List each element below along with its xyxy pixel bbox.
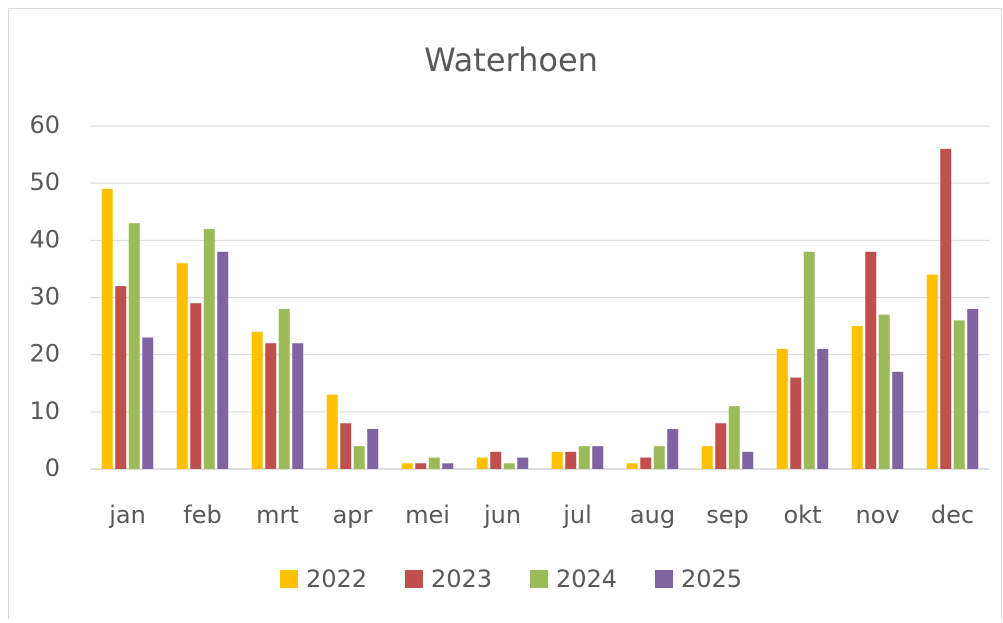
y-tick-label: 10 (29, 397, 60, 425)
bar (878, 314, 890, 469)
legend-swatch (280, 570, 298, 588)
y-tick-label: 40 (29, 225, 60, 253)
bar (953, 320, 965, 469)
bar (926, 274, 938, 469)
bar (490, 451, 502, 469)
bar (442, 463, 454, 469)
bar (367, 428, 379, 469)
bar (892, 371, 904, 469)
chart-border (8, 8, 1002, 623)
x-tick-label: feb (183, 501, 221, 529)
bar (715, 423, 727, 469)
y-tick-label: 60 (29, 111, 60, 139)
bar (251, 331, 263, 469)
bar (728, 406, 740, 469)
bar (967, 308, 979, 469)
x-tick-label: nov (855, 501, 899, 529)
x-tick-label: dec (931, 501, 974, 529)
legend-label: 2022 (306, 565, 367, 593)
chart-title: Waterhoen (424, 41, 598, 79)
bar (217, 251, 229, 469)
bar (517, 457, 529, 469)
bar (817, 348, 829, 469)
bar (415, 463, 427, 469)
bar (865, 251, 877, 469)
bar (790, 377, 802, 469)
bar (278, 308, 290, 469)
bar (428, 457, 440, 469)
y-tick-label: 50 (29, 168, 60, 196)
x-tick-label: jul (562, 501, 592, 529)
x-tick-label: aug (630, 501, 675, 529)
bar (578, 446, 590, 469)
bar (203, 228, 215, 469)
x-tick-label: apr (333, 501, 373, 529)
x-tick-label: jan (108, 501, 146, 529)
bar (851, 326, 863, 469)
y-tick-label: 30 (29, 283, 60, 311)
legend-swatch (655, 570, 673, 588)
bar (190, 303, 202, 469)
bar (265, 343, 277, 469)
bar (667, 428, 679, 469)
bar (701, 446, 713, 469)
legend-label: 2025 (681, 565, 742, 593)
x-tick-label: sep (706, 501, 749, 529)
bar (326, 394, 338, 469)
legend-swatch (530, 570, 548, 588)
bar (176, 263, 188, 469)
legend-label: 2023 (431, 565, 492, 593)
bar (640, 457, 652, 469)
x-tick-label: jun (483, 501, 521, 529)
legend-swatch (405, 570, 423, 588)
bar (592, 446, 604, 469)
bar (101, 188, 113, 469)
bar (803, 251, 815, 469)
bar (626, 463, 638, 469)
bar (115, 286, 127, 469)
bar (551, 451, 563, 469)
bar (940, 148, 952, 469)
x-tick-label: mei (405, 501, 450, 529)
bar (742, 451, 754, 469)
bar (476, 457, 488, 469)
x-tick-label: mrt (256, 501, 299, 529)
bar (292, 343, 304, 469)
y-tick-label: 0 (45, 454, 60, 482)
bar (128, 223, 140, 469)
legend-label: 2024 (556, 565, 617, 593)
bar (142, 337, 154, 469)
bar (653, 446, 665, 469)
bar (401, 463, 413, 469)
bar (353, 446, 365, 469)
bar (776, 348, 788, 469)
y-tick-label: 20 (29, 340, 60, 368)
bar (503, 463, 515, 469)
bar (565, 451, 577, 469)
x-tick-label: okt (784, 501, 822, 529)
bar (340, 423, 352, 469)
